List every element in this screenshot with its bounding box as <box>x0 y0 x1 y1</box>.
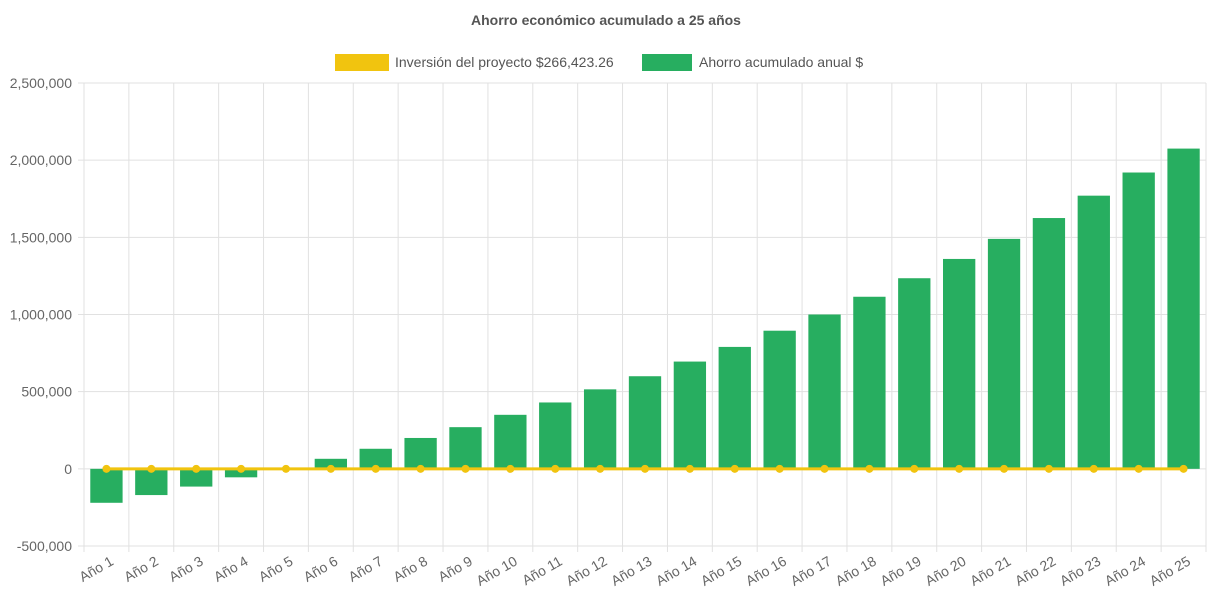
investment-point[interactable] <box>371 464 380 473</box>
investment-point[interactable] <box>820 464 829 473</box>
y-tick-label: 500,000 <box>21 384 72 400</box>
investment-point[interactable] <box>865 464 874 473</box>
y-tick-label: 0 <box>64 461 72 477</box>
x-tick-label: Año 17 <box>788 553 835 589</box>
x-tick-label: Año 10 <box>473 553 520 589</box>
x-tick-label: Año 3 <box>166 553 206 585</box>
x-tick-label: Año 4 <box>211 553 251 585</box>
x-tick-label: Año 8 <box>390 553 430 585</box>
investment-point[interactable] <box>147 464 156 473</box>
x-axis: Año 1 Año 2 Año 3 Año 4 Año 5 Año 6 Año 7 Año 8… <box>76 553 1193 589</box>
savings-bar[interactable] <box>494 414 527 469</box>
y-tick-label: 2,500,000 <box>10 75 72 91</box>
investment-point[interactable] <box>551 464 560 473</box>
investment-point[interactable] <box>1044 464 1053 473</box>
x-tick-label: Año 6 <box>301 553 341 585</box>
investment-point[interactable] <box>1179 464 1188 473</box>
investment-point[interactable] <box>326 464 335 473</box>
bars <box>90 148 1200 503</box>
x-tick-label: Año 15 <box>698 553 745 589</box>
x-tick-label: Año 12 <box>563 553 610 589</box>
investment-point[interactable] <box>1089 464 1098 473</box>
savings-bar[interactable] <box>628 376 662 469</box>
savings-bar[interactable] <box>808 314 841 469</box>
legend-label-investment[interactable]: Inversión del proyecto $266,423.26 <box>395 54 614 70</box>
savings-bar[interactable] <box>90 468 123 503</box>
savings-bar[interactable] <box>404 437 437 469</box>
x-tick-label: Año 14 <box>653 553 700 589</box>
savings-bar[interactable] <box>1167 148 1200 469</box>
investment-point[interactable] <box>910 464 919 473</box>
savings-bar[interactable] <box>853 296 886 469</box>
x-tick-label: Año 25 <box>1147 553 1194 589</box>
investment-point[interactable] <box>641 464 649 473</box>
legend[interactable]: Inversión del proyecto $266,423.26 Ahorr… <box>335 54 863 71</box>
investment-point[interactable] <box>955 464 964 473</box>
savings-bar[interactable] <box>180 468 213 487</box>
x-tick-label: Año 21 <box>967 553 1014 589</box>
savings-bar[interactable] <box>539 402 572 469</box>
savings-bar[interactable] <box>1032 218 1066 469</box>
savings-bar[interactable] <box>673 361 707 469</box>
legend-swatch-investment[interactable] <box>335 54 389 71</box>
y-tick-label: 1,000,000 <box>10 307 72 323</box>
savings-bar[interactable] <box>449 427 482 469</box>
y-tick-label: 1,500,000 <box>10 229 72 245</box>
savings-bar[interactable] <box>135 468 168 496</box>
savings-bar[interactable] <box>1122 172 1155 469</box>
savings-bar[interactable] <box>987 238 1021 469</box>
x-tick-label: Año 1 <box>76 553 116 585</box>
x-tick-label: Año 9 <box>435 553 475 585</box>
x-tick-label: Año 20 <box>922 553 969 589</box>
investment-point[interactable] <box>1000 464 1009 473</box>
savings-bar[interactable] <box>943 258 976 469</box>
x-tick-label: Año 22 <box>1012 553 1059 589</box>
x-tick-label: Año 7 <box>346 553 386 585</box>
x-tick-label: Año 2 <box>121 553 161 585</box>
legend-swatch-savings[interactable] <box>642 54 692 71</box>
savings-bar[interactable] <box>583 389 617 469</box>
chart-title: Ahorro económico acumulado a 25 años <box>471 12 741 28</box>
investment-point[interactable] <box>102 464 111 473</box>
savings-bar[interactable] <box>314 458 347 469</box>
savings-bar[interactable] <box>718 346 751 469</box>
savings-bar[interactable] <box>898 278 931 469</box>
x-tick-label: Año 11 <box>519 553 565 589</box>
investment-point[interactable] <box>730 464 739 473</box>
x-tick-label: Año 13 <box>608 553 655 589</box>
x-tick-label: Año 18 <box>832 553 879 589</box>
y-axis: 2,500,000 2,000,000 1,500,000 1,000,000 500,… <box>10 75 73 554</box>
investment-point[interactable] <box>281 464 290 473</box>
x-tick-label: Año 24 <box>1102 553 1149 589</box>
investment-point[interactable] <box>237 464 246 473</box>
savings-bar[interactable] <box>224 468 258 478</box>
investment-point[interactable] <box>461 464 470 473</box>
legend-label-savings[interactable]: Ahorro acumulado anual $ <box>699 54 863 70</box>
savings-bar[interactable] <box>763 330 796 469</box>
x-tick-label: Año 16 <box>743 553 790 589</box>
savings-bar[interactable] <box>1077 195 1110 469</box>
investment-point[interactable] <box>685 464 694 473</box>
x-tick-label: Año 19 <box>877 553 924 589</box>
investment-point[interactable] <box>192 464 201 473</box>
investment-point[interactable] <box>416 464 425 473</box>
y-tick-label: -500,000 <box>17 538 72 554</box>
investment-point[interactable] <box>1134 464 1143 473</box>
investment-point[interactable] <box>775 464 784 473</box>
y-tick-label: 2,000,000 <box>10 152 72 168</box>
savings-bar[interactable] <box>359 448 392 469</box>
x-tick-label: Año 23 <box>1057 553 1104 589</box>
investment-point[interactable] <box>596 464 605 473</box>
investment-point[interactable] <box>506 464 515 473</box>
x-tick-label: Año 5 <box>256 553 296 585</box>
investment-line <box>102 464 1188 473</box>
